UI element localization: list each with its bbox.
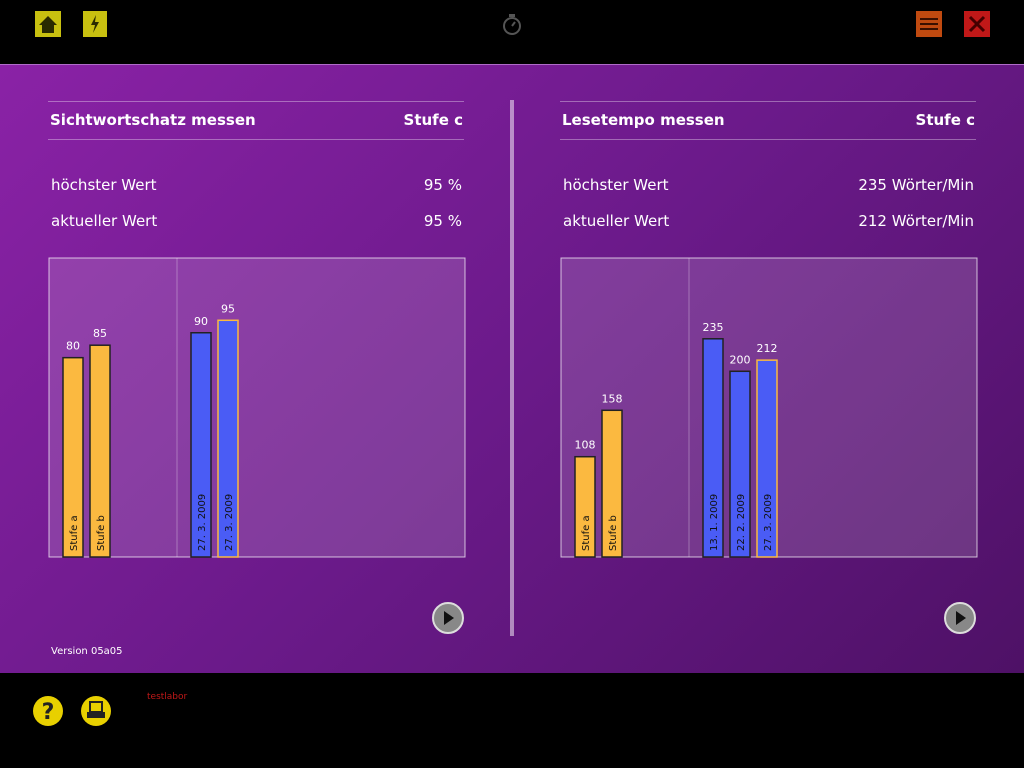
value-label: 95 xyxy=(221,302,235,315)
value-label: 85 xyxy=(93,327,107,340)
bar-label: Stufe b xyxy=(96,515,107,551)
value-label: 158 xyxy=(602,392,623,405)
rule xyxy=(48,139,464,140)
panel-level: Stufe c xyxy=(915,111,975,129)
value-label: 108 xyxy=(575,439,596,452)
play-icon[interactable] xyxy=(956,611,966,625)
rule xyxy=(560,139,976,140)
row-label: höchster Wert xyxy=(563,176,669,194)
panel-title: Lesetempo messen xyxy=(562,111,725,129)
timer-icon[interactable] xyxy=(500,11,524,37)
row-label: aktueller Wert xyxy=(563,212,670,230)
version: Version 05a05 xyxy=(51,646,123,657)
divider xyxy=(510,100,514,636)
value-label: 90 xyxy=(194,315,208,328)
bar-label: Stufe a xyxy=(581,515,592,551)
bar-label: 27. 3. 2009 xyxy=(224,494,235,551)
play-icon[interactable] xyxy=(444,611,454,625)
row-label: höchster Wert xyxy=(51,176,157,194)
print-button[interactable] xyxy=(80,695,112,727)
close-button[interactable] xyxy=(964,11,990,37)
bar xyxy=(729,370,751,558)
value-label: 235 xyxy=(703,321,724,334)
play-button[interactable] xyxy=(431,601,465,635)
bar-label: 13. 1. 2009 xyxy=(709,494,720,551)
flash-button[interactable] xyxy=(83,11,107,37)
panel-level: Stufe c xyxy=(403,111,463,129)
bar xyxy=(756,359,778,558)
bar xyxy=(89,344,111,558)
value-label: 80 xyxy=(66,340,80,353)
value-label: 212 xyxy=(757,342,778,355)
bar xyxy=(217,319,239,558)
chart-frame xyxy=(48,257,466,558)
bar xyxy=(190,332,212,558)
row-value: 235 Wörter/Min xyxy=(858,176,974,194)
bar xyxy=(574,455,596,558)
rule xyxy=(48,101,464,102)
bar xyxy=(62,356,84,558)
chart: 80 Stufe a 85 Stufe b 90 27. 3. 2009 95 27. 3. … xyxy=(48,257,466,558)
play-button[interactable] xyxy=(943,601,977,635)
bar-label: 27. 3. 2009 xyxy=(197,494,208,551)
value-label: 200 xyxy=(730,353,751,366)
row-label: aktueller Wert xyxy=(51,212,158,230)
row-value: 212 Wörter/Min xyxy=(858,212,974,230)
svg-text:?: ? xyxy=(42,700,55,725)
footer-label: testlabor xyxy=(147,692,188,702)
home-button[interactable] xyxy=(35,11,61,37)
bar xyxy=(702,338,724,558)
rule xyxy=(560,101,976,102)
chart: 108 Stufe a 158 Stufe b 235 13. 1. 2009 200 22.… xyxy=(560,257,978,558)
bar-label: 27. 3. 2009 xyxy=(763,494,774,551)
row-value: 95 % xyxy=(423,176,462,194)
bar-label: Stufe b xyxy=(608,515,619,551)
help-button[interactable]: ? xyxy=(32,695,64,727)
row-value: 95 % xyxy=(423,212,462,230)
bar-label: Stufe a xyxy=(69,515,80,551)
bar-label: 22. 2. 2009 xyxy=(736,494,747,551)
panel-title: Sichtwortschatz messen xyxy=(50,111,256,129)
settings-button[interactable] xyxy=(916,11,942,37)
bar xyxy=(601,409,623,558)
